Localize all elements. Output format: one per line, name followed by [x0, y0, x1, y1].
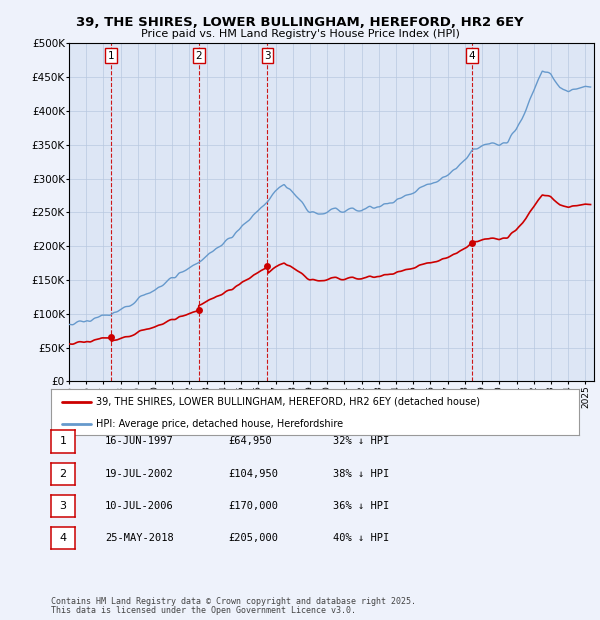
Text: 39, THE SHIRES, LOWER BULLINGHAM, HEREFORD, HR2 6EY (detached house): 39, THE SHIRES, LOWER BULLINGHAM, HEREFO…: [96, 397, 480, 407]
Text: 2: 2: [59, 469, 67, 479]
Text: Contains HM Land Registry data © Crown copyright and database right 2025.: Contains HM Land Registry data © Crown c…: [51, 597, 416, 606]
Text: 10-JUL-2006: 10-JUL-2006: [105, 501, 174, 511]
Text: Price paid vs. HM Land Registry's House Price Index (HPI): Price paid vs. HM Land Registry's House …: [140, 29, 460, 39]
Text: HPI: Average price, detached house, Herefordshire: HPI: Average price, detached house, Here…: [96, 418, 343, 428]
Text: 3: 3: [264, 51, 271, 61]
Text: This data is licensed under the Open Government Licence v3.0.: This data is licensed under the Open Gov…: [51, 606, 356, 615]
Text: 19-JUL-2002: 19-JUL-2002: [105, 469, 174, 479]
Text: 1: 1: [59, 436, 67, 446]
Text: £64,950: £64,950: [228, 436, 272, 446]
Text: £170,000: £170,000: [228, 501, 278, 511]
Text: 25-MAY-2018: 25-MAY-2018: [105, 533, 174, 543]
Text: 39, THE SHIRES, LOWER BULLINGHAM, HEREFORD, HR2 6EY: 39, THE SHIRES, LOWER BULLINGHAM, HEREFO…: [76, 16, 524, 29]
Text: 4: 4: [469, 51, 475, 61]
Text: 1: 1: [108, 51, 115, 61]
Text: 2: 2: [196, 51, 202, 61]
Text: 4: 4: [59, 533, 67, 543]
Text: 32% ↓ HPI: 32% ↓ HPI: [333, 436, 389, 446]
Text: 16-JUN-1997: 16-JUN-1997: [105, 436, 174, 446]
Text: £205,000: £205,000: [228, 533, 278, 543]
Text: 3: 3: [59, 501, 67, 511]
Text: 38% ↓ HPI: 38% ↓ HPI: [333, 469, 389, 479]
Text: £104,950: £104,950: [228, 469, 278, 479]
Text: 40% ↓ HPI: 40% ↓ HPI: [333, 533, 389, 543]
Text: 36% ↓ HPI: 36% ↓ HPI: [333, 501, 389, 511]
